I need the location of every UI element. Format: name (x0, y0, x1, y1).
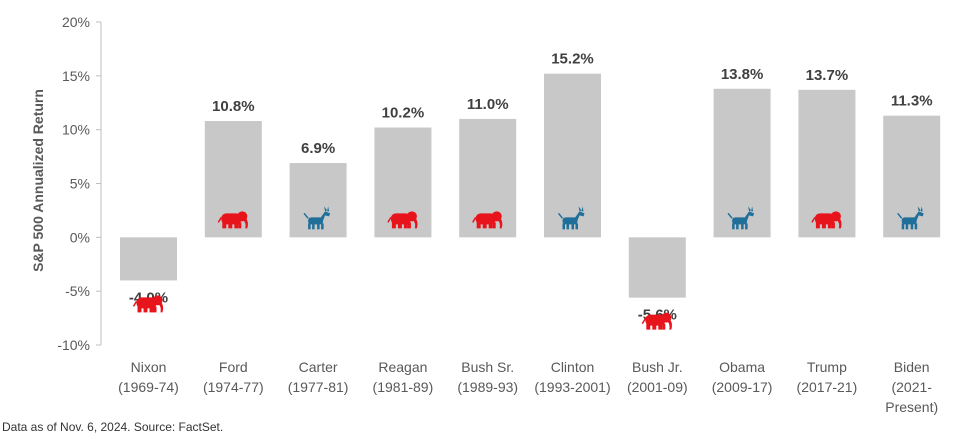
bar (713, 88, 771, 238)
data-label: 13.7% (806, 67, 849, 84)
data-label: 15.2% (551, 51, 594, 68)
source-footnote: Data as of Nov. 6, 2024. Source: FactSet… (2, 420, 224, 434)
bar (628, 237, 686, 298)
donkey-icon (727, 206, 755, 230)
bar (120, 237, 177, 281)
elephant-icon (132, 295, 164, 313)
y-tick-label: 20% (62, 14, 90, 30)
x-tick-label: Carter (1977-81) (288, 359, 349, 395)
bar-chart: -10% -5% 0% 5% 10% 15% 20% S&P 500 Annualized … (30, 14, 941, 415)
x-tick-label: Ford (1974-77) (203, 359, 264, 395)
x-tick-label: Bush Jr. (2001-09) (627, 359, 688, 395)
data-label: 13.8% (721, 66, 764, 83)
elephant-icon (387, 211, 418, 229)
y-tick-label: 0% (70, 229, 90, 245)
y-tick-label: 15% (62, 68, 90, 84)
y-axis: -10% -5% 0% 5% 10% 15% 20% (57, 14, 101, 353)
bar (798, 89, 856, 238)
bars: -4.0%10.8%6.9%10.2%11.0%15.2%-5.6%13.8%1… (120, 51, 941, 330)
x-tick-label: Nixon (1969-74) (118, 359, 179, 395)
x-tick-label: Reagan (1981-89) (373, 359, 434, 395)
elephant-icon (641, 312, 672, 330)
bar (883, 115, 941, 238)
elephant-icon (811, 211, 842, 229)
data-label: 11.3% (891, 93, 933, 110)
donkey-icon (557, 206, 585, 230)
data-label: 6.9% (301, 140, 335, 157)
y-tick-label: 10% (62, 122, 90, 138)
data-label: 10.8% (212, 98, 255, 115)
donkey-icon (897, 206, 924, 230)
bar (544, 73, 601, 238)
y-tick-label: -10% (57, 337, 90, 353)
elephant-icon (217, 211, 248, 229)
x-tick-label: Obama (2009-17) (712, 359, 773, 395)
donkey-icon (303, 206, 331, 230)
x-tick-label: Clinton (1993-2001) (534, 359, 610, 395)
x-axis: Nixon (1969-74) Ford (1974-77) Carter (1977-8… (118, 359, 938, 415)
y-tick-label: -5% (65, 283, 90, 299)
data-label: 10.2% (382, 105, 425, 122)
y-tick-label: 5% (70, 176, 90, 192)
x-tick-label: Bush Sr. (1989-93) (457, 359, 518, 395)
data-label: 11.0% (467, 96, 509, 113)
y-axis-label: S&P 500 Annualized Return (30, 89, 46, 272)
x-tick-label: Trump (2017-21) (797, 359, 858, 395)
elephant-icon (472, 211, 503, 229)
x-tick-label: Biden (2021-Present) (885, 359, 938, 415)
